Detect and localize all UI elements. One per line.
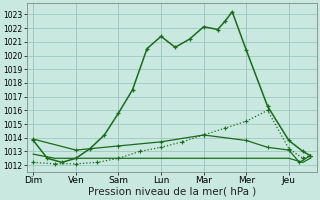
X-axis label: Pression niveau de la mer( hPa ): Pression niveau de la mer( hPa ): [88, 187, 256, 197]
